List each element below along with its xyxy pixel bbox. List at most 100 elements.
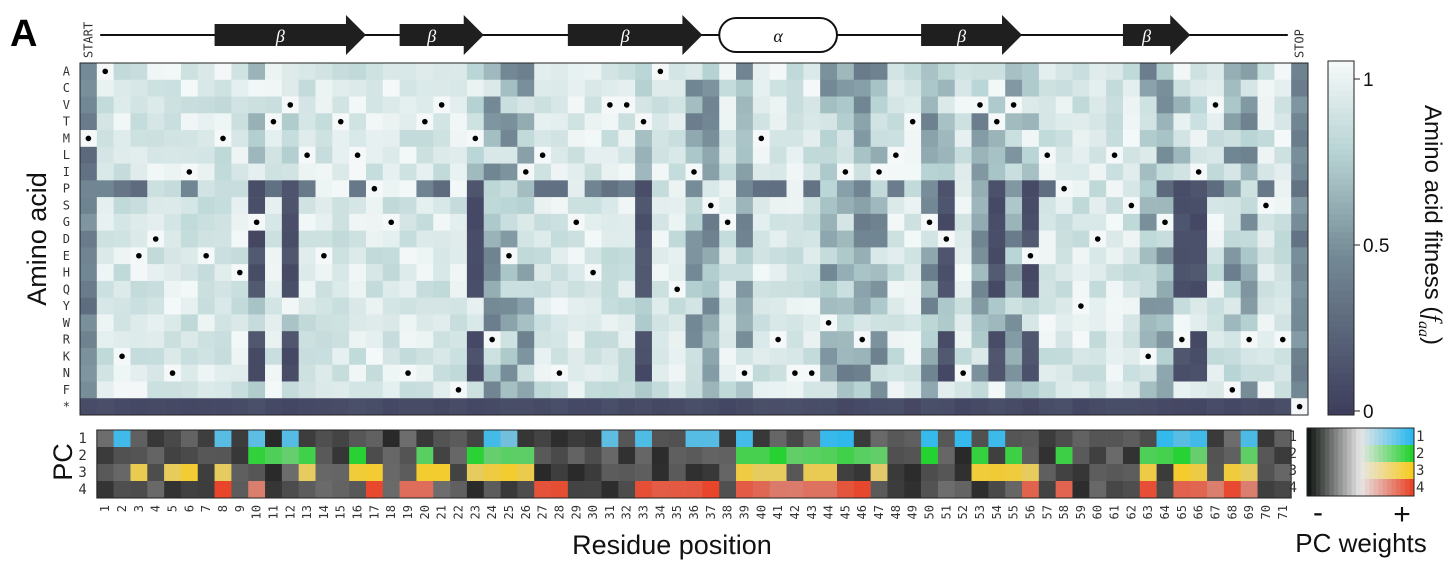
amino-acid-tick-label: W [63, 316, 71, 330]
heatmap-cell [567, 113, 585, 131]
heatmap-cell [601, 197, 619, 215]
residue-tick-label: 8 [216, 505, 230, 512]
heatmap-cell [651, 130, 670, 148]
heatmap-cell [399, 347, 417, 366]
heatmap-cell [332, 247, 350, 265]
heatmap-cell [1122, 331, 1141, 349]
heatmap-cell [1072, 381, 1090, 399]
pc-cell [904, 464, 922, 482]
heatmap-cell [702, 331, 720, 349]
heatmap-cell [752, 264, 770, 282]
heatmap-cell [80, 297, 98, 315]
heatmap-cell [786, 197, 804, 215]
pc-cell [231, 481, 249, 499]
pc-cell [1055, 447, 1073, 465]
heatmap-cell [466, 163, 485, 181]
heatmap-cell [1291, 146, 1309, 164]
heatmap-cell [1038, 113, 1056, 131]
heatmap-cell [1274, 213, 1292, 231]
heatmap-cell [618, 398, 636, 416]
heatmap-cell [231, 197, 249, 215]
heatmap-cell [1190, 364, 1208, 382]
heatmap-cell [315, 381, 333, 399]
heatmap-cell [416, 96, 434, 114]
heatmap-cell [315, 146, 333, 164]
pc-weights-segment [1307, 479, 1312, 497]
heatmap-cell [736, 146, 754, 164]
heatmap-cell [887, 163, 905, 181]
heatmap-cell [416, 163, 434, 181]
wild-type-dot [422, 118, 428, 125]
heatmap-cell [534, 180, 552, 198]
heatmap-cell [1291, 297, 1309, 315]
heatmap-cell [668, 130, 686, 148]
heatmap-cell [551, 331, 569, 349]
pc-cell [248, 447, 266, 465]
heatmap-cell [736, 130, 754, 148]
pc-cell [113, 447, 131, 465]
heatmap-cell [601, 113, 619, 131]
heatmap-cell [1156, 163, 1174, 181]
heatmap-cell [769, 113, 787, 131]
colorbar-segment [1328, 308, 1354, 316]
heatmap-cell [1156, 280, 1174, 298]
heatmap-cell [1223, 230, 1242, 248]
heatmap-cell [752, 314, 770, 332]
pc-cell [214, 447, 232, 465]
heatmap-cell [937, 213, 956, 231]
heatmap-cell [332, 398, 350, 416]
heatmap-cell [921, 347, 939, 366]
heatmap-cell [1038, 381, 1056, 399]
colorbar-segment [1328, 361, 1354, 369]
pc-cell [635, 481, 653, 499]
heatmap-cell [365, 146, 384, 164]
heatmap-cell [1022, 364, 1040, 382]
heatmap-cell [836, 113, 855, 131]
heatmap-cell [1156, 146, 1174, 164]
heatmap-cell [349, 314, 367, 332]
heatmap-cell [1022, 314, 1040, 332]
heatmap-cell [214, 381, 232, 399]
heatmap-cell [1139, 364, 1157, 382]
pc-cell [248, 481, 266, 499]
heatmap-cell [1207, 213, 1225, 231]
heatmap-cell [1274, 264, 1292, 282]
heatmap-cell [180, 96, 199, 114]
heatmap-cell [1089, 247, 1107, 265]
heatmap-cell [618, 180, 636, 198]
pc-cell [1089, 430, 1107, 448]
heatmap-cell [702, 79, 720, 97]
start-label: START [81, 22, 95, 58]
heatmap-cell [870, 247, 888, 265]
heatmap-cell [651, 247, 670, 265]
heatmap-cell [517, 381, 535, 399]
heatmap-cell [551, 79, 569, 97]
heatmap-cell [298, 180, 316, 198]
heatmap-cell [887, 79, 905, 97]
heatmap-cell [1190, 197, 1208, 215]
pc-cell [534, 464, 552, 482]
pc-cell [1223, 430, 1242, 448]
heatmap-cell [298, 96, 316, 114]
heatmap-cell [769, 297, 787, 315]
heatmap-cell [551, 63, 569, 81]
heatmap-cell [651, 113, 670, 131]
heatmap-cell [450, 79, 468, 97]
heatmap-cell [820, 398, 838, 416]
heatmap-cell [315, 113, 333, 131]
heatmap-cell [752, 96, 770, 114]
wild-type-dot [556, 370, 563, 376]
wild-type-dot [1195, 169, 1202, 175]
heatmap-cell [466, 280, 485, 298]
heatmap-cell [517, 347, 535, 366]
pc-weights-segment [1369, 462, 1375, 480]
colorbar-tick-label: 0.5 [1363, 236, 1389, 257]
heatmap-cell [954, 180, 972, 198]
heatmap-cell [719, 331, 737, 349]
heatmap-cell [988, 213, 1006, 231]
heatmap-cell [1122, 347, 1141, 366]
colorbar-segment [1328, 397, 1354, 404]
wild-type-dot [287, 102, 294, 108]
residue-tick-label: 55 [1007, 505, 1021, 519]
